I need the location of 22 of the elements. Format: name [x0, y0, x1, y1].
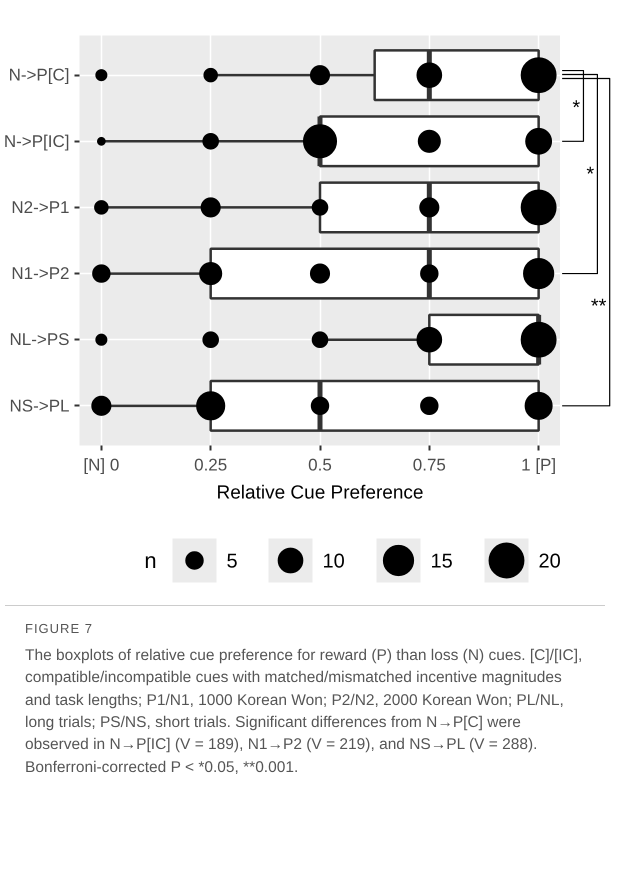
text: **: [590, 296, 607, 318]
legend-label: 5: [226, 550, 238, 572]
x-axis-title: Relative Cue Preference: [216, 482, 424, 504]
y-tick-label: N->P[C]: [8, 66, 70, 85]
x-tick-label: 0.5: [308, 456, 332, 474]
caption: FIGURE 7: [25, 620, 94, 638]
x-tick-label: 1 [P]: [521, 456, 556, 474]
legend-label: 15: [430, 550, 453, 572]
text: *: [572, 97, 580, 120]
legend-title: n: [144, 548, 157, 573]
y-tick-label: N2->P1: [11, 198, 70, 217]
legend-label: 20: [538, 550, 561, 572]
y-tick-label: NS->PL: [10, 396, 70, 416]
y-tick-label: N1->P2: [11, 264, 70, 284]
text: *: [586, 163, 594, 186]
text: The boxplots of relative cue preference for reward (P) than loss (N) cues. [C]/[IC], compatible/incompatible cues with matched/mismatched incentive magnitudes and task lengths; P1/N1, 1000 Korean Won; P2/N2, 2000 Korean Won; PL/NL, long trials; PS/NS, short trials. Significant differences from N→P[C] were observed in N→P[IC] (V = 189), N1→P2 (V = 219), and NS→PL (V = 288). Bonferroni-corrected P < *0.05, **0.001.: [25, 646, 584, 778]
x-tick-label: 0.75: [412, 456, 446, 474]
x-tick-label: 0.25: [194, 456, 228, 474]
y-tick-label: N->P[IC]: [4, 132, 70, 151]
legend-label: 10: [322, 550, 345, 572]
y-tick-label: NL->PS: [10, 330, 70, 350]
x-tick-label: [N] 0: [83, 456, 120, 474]
